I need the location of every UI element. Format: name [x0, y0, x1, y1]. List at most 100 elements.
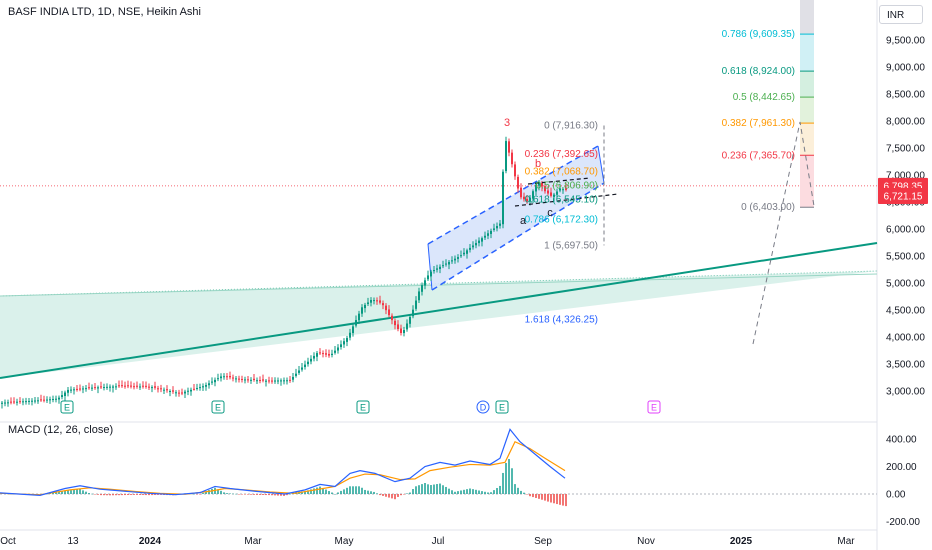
candle-body: [472, 245, 474, 248]
fib-extension-band: [800, 123, 814, 156]
macd-histogram-bar: [382, 494, 384, 496]
candle-body: [19, 401, 21, 403]
event-marker: E: [60, 400, 74, 414]
candle-body: [196, 388, 198, 390]
macd-histogram-bar: [280, 494, 282, 496]
candle-body: [550, 192, 552, 196]
candle-body: [523, 196, 525, 200]
candle-body: [490, 230, 492, 234]
candle-body: [79, 388, 81, 390]
wave-label: b: [535, 158, 541, 170]
candle-body: [283, 380, 285, 382]
macd-histogram-bar: [130, 494, 132, 495]
macd-histogram-bar: [250, 494, 252, 495]
macd-histogram-bar: [490, 492, 492, 494]
macd-tick-label: -200.00: [886, 517, 920, 528]
time-tick-label: Nov: [637, 536, 655, 547]
macd-histogram-bar: [565, 494, 567, 507]
macd-histogram-bar: [220, 490, 222, 494]
candle-body: [151, 387, 153, 389]
candle-body: [394, 320, 396, 326]
candle-body: [76, 388, 78, 390]
macd-histogram-bar: [139, 494, 141, 495]
candle-body: [439, 266, 441, 270]
currency-button[interactable]: INR: [879, 5, 923, 24]
candle-body: [124, 385, 126, 387]
macd-histogram-bar: [445, 486, 447, 494]
candle-body: [106, 386, 108, 388]
macd-histogram-bar: [484, 491, 486, 494]
candle-body: [289, 379, 291, 381]
candle-body: [82, 388, 84, 390]
candle-body: [238, 378, 240, 380]
candle-body: [139, 386, 141, 388]
time-tick-label: Mar: [837, 536, 855, 547]
candle-body: [412, 309, 414, 317]
time-tick-label: Mar: [244, 536, 262, 547]
event-marker-bg: [356, 400, 370, 414]
macd-histogram-bar: [421, 484, 423, 494]
candle-body: [436, 268, 438, 270]
macd-histogram-bar: [502, 472, 504, 494]
wave-label: 3: [504, 117, 510, 129]
macd-histogram-bar: [91, 493, 93, 495]
candle-body: [127, 385, 129, 387]
candle-body: [481, 238, 483, 242]
candle-body: [391, 315, 393, 321]
macd-histogram-bar: [61, 491, 63, 494]
macd-histogram-bar: [424, 483, 426, 494]
macd-histogram-bar: [349, 486, 351, 494]
candle-body: [67, 389, 69, 393]
candle-body: [214, 379, 216, 383]
macd-histogram-bar: [106, 494, 108, 496]
candle-body: [40, 399, 42, 401]
wave-label: a: [520, 215, 527, 227]
event-marker-label: E: [360, 403, 366, 413]
candle-body: [31, 400, 33, 402]
event-marker-label: D: [480, 403, 487, 413]
macd-histogram-bar: [226, 493, 228, 494]
fib-extension-label: 0.382 (7,961.30): [722, 118, 795, 129]
triangle-pattern: [0, 271, 877, 378]
macd-histogram-bar: [199, 494, 201, 495]
candle-body: [409, 317, 411, 324]
fib-extension-band: [800, 71, 814, 98]
candle-body: [208, 383, 210, 386]
candle-body: [133, 386, 135, 388]
macd-histogram-bar: [316, 487, 318, 494]
fib-extension-label: 0.5 (8,442.65): [733, 92, 795, 103]
candle-body: [337, 347, 339, 351]
candle-body: [163, 389, 165, 391]
candle-body: [388, 309, 390, 316]
candle-body: [97, 387, 99, 389]
candle-body: [295, 373, 297, 376]
event-marker: E: [211, 400, 225, 414]
candle-body: [247, 379, 249, 381]
candle-body: [262, 379, 264, 381]
candle-body: [364, 304, 366, 309]
candle-body: [199, 387, 201, 389]
macd-histogram-bar: [196, 494, 198, 495]
candle-body: [454, 258, 456, 261]
candle-body: [562, 189, 564, 191]
candle-body: [301, 367, 303, 370]
macd-histogram-bar: [127, 494, 129, 496]
candle-body: [325, 353, 327, 355]
candle-body: [202, 386, 204, 388]
macd-histogram-bar: [337, 492, 339, 494]
candle-body: [316, 353, 318, 357]
macd-line: [0, 428, 566, 496]
macd-histogram-bar: [67, 490, 69, 494]
macd-histogram-bar: [109, 494, 111, 496]
macd-histogram-bar: [70, 490, 72, 494]
candle-body: [379, 300, 381, 303]
macd-histogram-bar: [538, 494, 540, 499]
time-tick-label: 13: [67, 536, 79, 547]
candle-body: [244, 379, 246, 381]
macd-histogram-bar: [94, 494, 96, 495]
macd-histogram-bar: [235, 493, 237, 495]
fib-extension-label: 0 (6,403.00): [741, 202, 795, 213]
event-marker: E: [495, 400, 509, 414]
